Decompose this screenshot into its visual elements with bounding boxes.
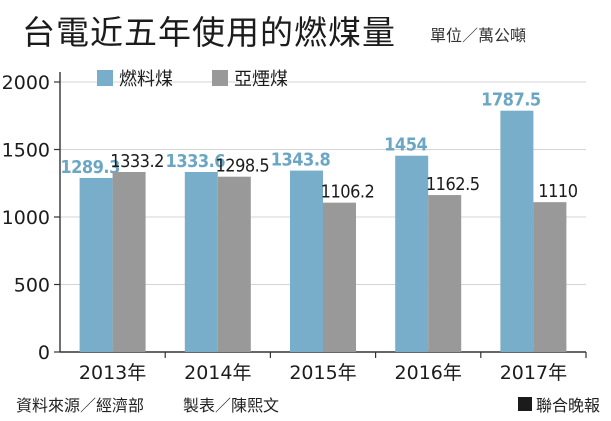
x-tick-label: 2017年 xyxy=(500,362,567,384)
legend-label: 亞煙煤 xyxy=(234,69,288,90)
data-label: 1289.3 xyxy=(60,157,120,178)
brand-credit: 聯合晚報 xyxy=(518,392,600,416)
data-label: 1333.2 xyxy=(110,151,164,172)
data-label: 1298.5 xyxy=(215,156,269,177)
chart-title: 台電近五年使用的燃煤量 xyxy=(22,13,396,52)
data-label: 1454 xyxy=(384,135,427,156)
x-tick-label: 2015年 xyxy=(289,362,356,384)
bar-fuel-coal xyxy=(79,177,113,352)
y-tick-label: 2000 xyxy=(2,72,50,94)
y-tick-label: 500 xyxy=(14,275,50,297)
bar-sub-bituminous xyxy=(428,195,462,352)
bar-fuel-coal xyxy=(184,171,218,352)
bar-sub-bituminous xyxy=(217,176,251,352)
x-tick-label: 2013年 xyxy=(79,362,146,384)
brand-name: 聯合晚報 xyxy=(536,396,601,415)
data-label: 1343.8 xyxy=(271,150,331,171)
bar-sub-bituminous xyxy=(112,172,146,352)
bar-fuel-coal xyxy=(290,170,323,352)
source-note: 資料來源／經濟部 xyxy=(16,396,145,415)
legend-swatch xyxy=(212,70,228,86)
bar-sub-bituminous xyxy=(323,202,356,352)
data-label: 1106.2 xyxy=(321,182,375,203)
y-tick-label: 0 xyxy=(38,342,50,364)
data-label: 1110 xyxy=(538,181,577,202)
maker-note: 製表／陳熙文 xyxy=(183,396,280,415)
legend-swatch xyxy=(97,70,113,86)
data-label: 1787.5 xyxy=(481,90,541,111)
y-tick-label: 1500 xyxy=(2,140,50,162)
x-tick-label: 2014年 xyxy=(184,362,251,384)
legend-label: 燃料煤 xyxy=(119,69,173,90)
bar-fuel-coal xyxy=(395,155,429,352)
bar-fuel-coal xyxy=(500,110,534,352)
unit-label: 單位／萬公噸 xyxy=(430,26,527,45)
x-tick-label: 2016年 xyxy=(395,362,462,384)
data-label: 1162.5 xyxy=(426,174,480,195)
bar-sub-bituminous xyxy=(533,202,567,352)
y-tick-label: 1000 xyxy=(2,207,50,229)
brand-square-icon xyxy=(518,397,532,411)
data-label: 1333.6 xyxy=(166,151,226,172)
